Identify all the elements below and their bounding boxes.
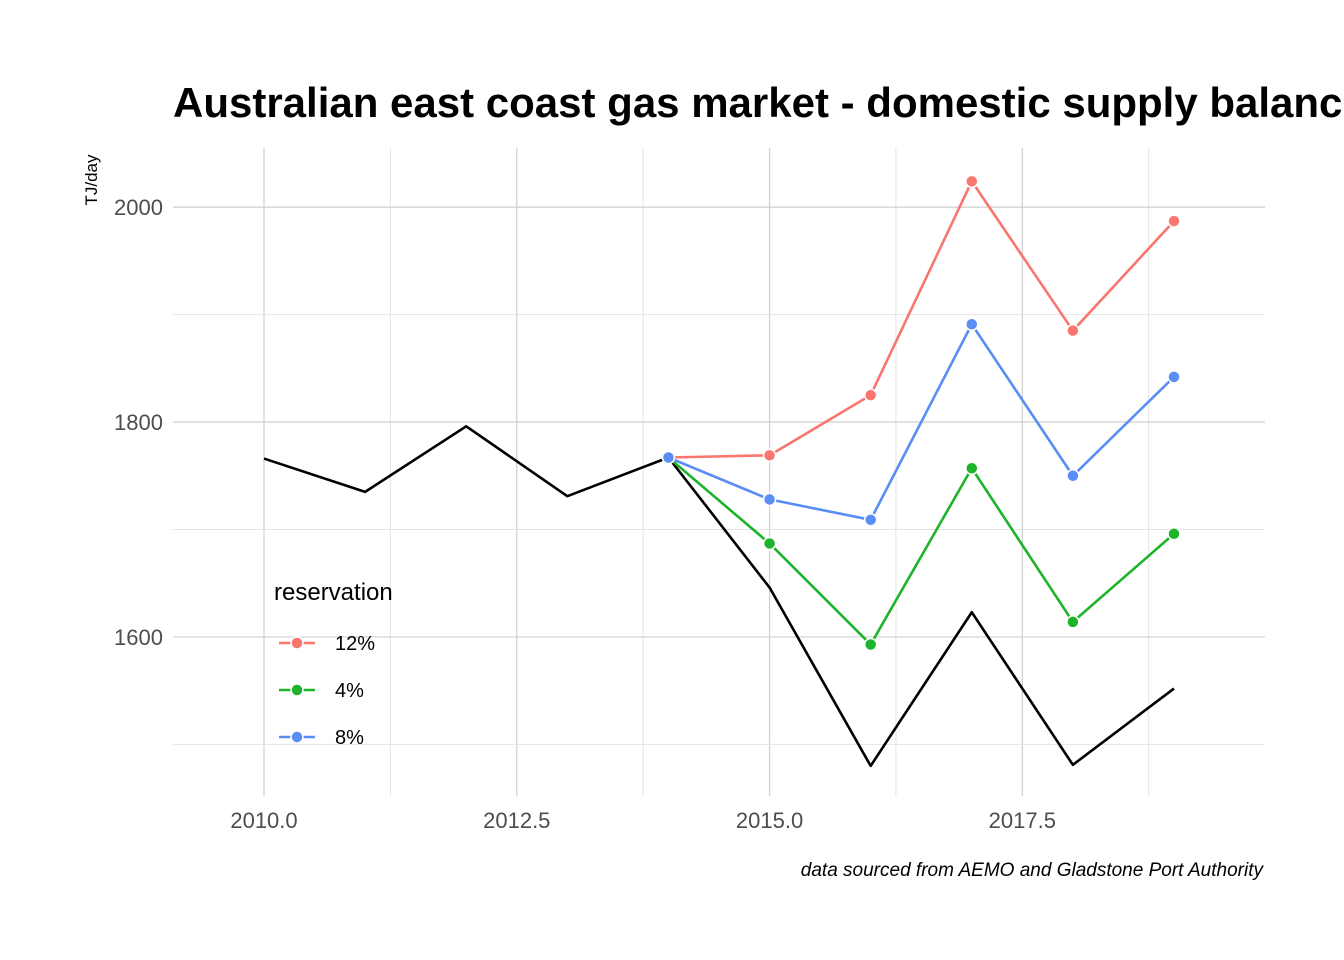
x-tick-label: 2010.0 <box>230 808 297 833</box>
y-tick-label: 1800 <box>114 410 163 435</box>
legend-key-point <box>290 636 304 650</box>
x-tick-label: 2017.5 <box>989 808 1056 833</box>
series-point-0 <box>762 448 777 463</box>
gridlines <box>173 148 1265 796</box>
legend-key-point <box>290 730 304 744</box>
legend-key-2 <box>279 730 315 744</box>
legend-title: reservation <box>274 579 393 606</box>
series-point-1 <box>1066 615 1080 629</box>
baseline-line <box>263 425 1175 768</box>
series-point-0 <box>1167 214 1181 228</box>
series-point-2 <box>1167 370 1181 384</box>
series-line-0 <box>668 180 1175 459</box>
y-axis-label: TJ/day <box>82 154 101 206</box>
legend-key-1 <box>279 683 315 697</box>
series-line-2 <box>667 322 1175 522</box>
series-point-1 <box>965 461 979 475</box>
series-point-1 <box>1167 527 1181 541</box>
y-tick-label: 1600 <box>114 625 163 650</box>
series-point-2 <box>965 317 979 331</box>
chart-title: Australian east coast gas market - domes… <box>173 79 1344 126</box>
series-point-0 <box>863 388 878 402</box>
series-points <box>661 174 1181 652</box>
legend-key-point <box>290 683 304 697</box>
legend: reservation 12% 4% 8% <box>274 579 393 749</box>
series-point-1 <box>762 536 777 551</box>
series-point-2 <box>762 492 777 507</box>
series-point-0 <box>965 174 979 189</box>
series-line-1 <box>667 456 1175 646</box>
series-point-2 <box>863 513 878 527</box>
legend-key-0 <box>279 636 315 650</box>
legend-label: 8% <box>335 727 364 749</box>
y-tick-label: 2000 <box>114 195 163 220</box>
axis-tick-labels: 2010.0 2012.5 2015.0 2017.5 1600 1800 2000 <box>114 195 1056 833</box>
x-tick-label: 2015.0 <box>736 808 803 833</box>
x-tick-label: 2012.5 <box>483 808 550 833</box>
legend-label: 12% <box>335 633 375 655</box>
series-lines <box>263 180 1175 768</box>
series-point-0 <box>1066 323 1080 338</box>
series-point-2 <box>661 450 676 465</box>
series-point-1 <box>863 637 878 652</box>
legend-label: 4% <box>335 680 364 702</box>
series-point-2 <box>1066 469 1080 483</box>
caption: data sourced from AEMO and Gladstone Por… <box>801 860 1265 881</box>
